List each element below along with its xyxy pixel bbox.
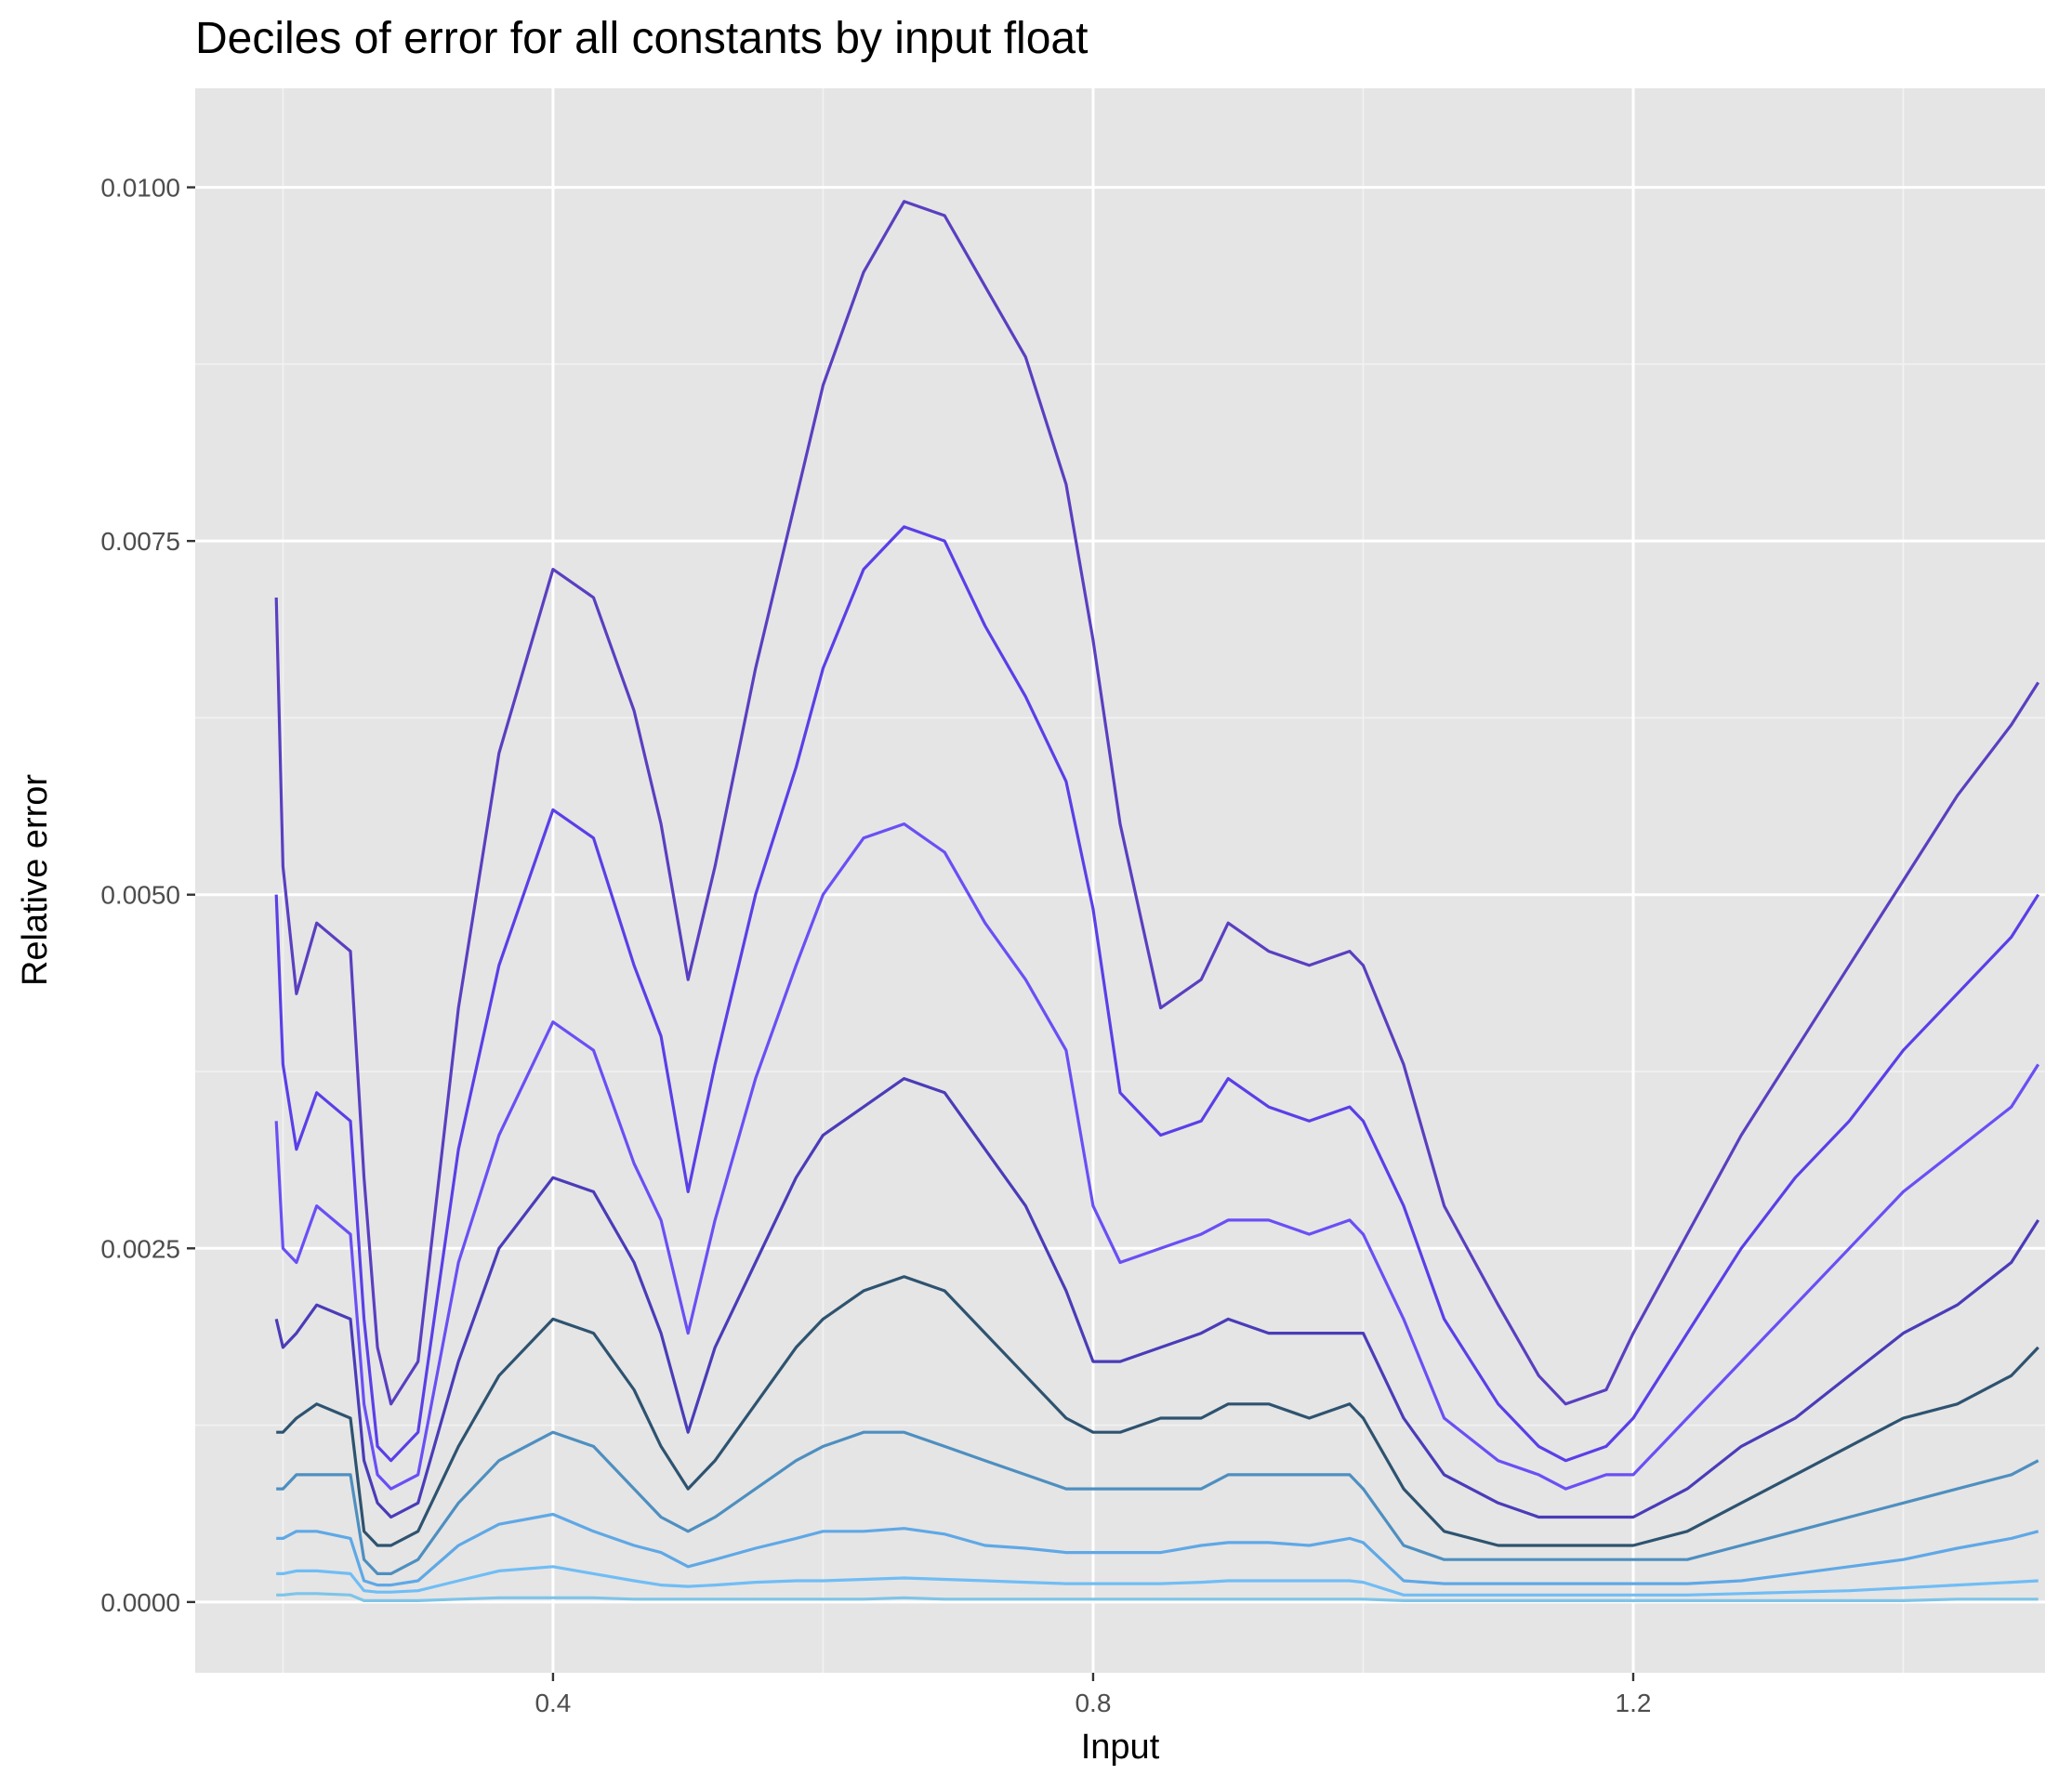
x-tick-label-1: 0.8: [1075, 1689, 1111, 1717]
x-tick-label-2: 1.2: [1616, 1689, 1652, 1717]
y-axis: 0.0000 0.0025 0.0050 0.0075 0.0100: [100, 174, 195, 1617]
y-tick-label-0: 0.0000: [100, 1588, 180, 1617]
y-tick-label-4: 0.0100: [100, 174, 180, 203]
series-line-1: [274, 200, 2040, 1406]
chart-title: Deciles of error for all constants by in…: [195, 14, 1089, 63]
minor-gridlines: [195, 88, 2045, 1673]
series-line-8: [276, 1565, 2039, 1597]
y-tick-label-1: 0.0025: [100, 1234, 180, 1263]
y-axis-title: Relative error: [16, 774, 55, 986]
series-line-4: [274, 1077, 2040, 1519]
x-tick-label-0: 0.4: [534, 1689, 571, 1717]
series-line-6: [276, 1430, 2039, 1575]
y-tick-label-2: 0.0050: [100, 881, 180, 910]
x-axis: 0.4 0.8 1.2: [534, 1673, 1651, 1717]
series-line-3: [274, 822, 2040, 1491]
y-tick-label-3: 0.0075: [100, 527, 180, 556]
series-line-5: [276, 1275, 2039, 1547]
x-axis-title: Input: [1081, 1728, 1160, 1767]
series-lines: [274, 200, 2040, 1602]
plot-panel: [195, 88, 2045, 1673]
series-line-9: [276, 1592, 2039, 1602]
series-line-7: [276, 1512, 2039, 1587]
series-line-2: [274, 525, 2040, 1463]
